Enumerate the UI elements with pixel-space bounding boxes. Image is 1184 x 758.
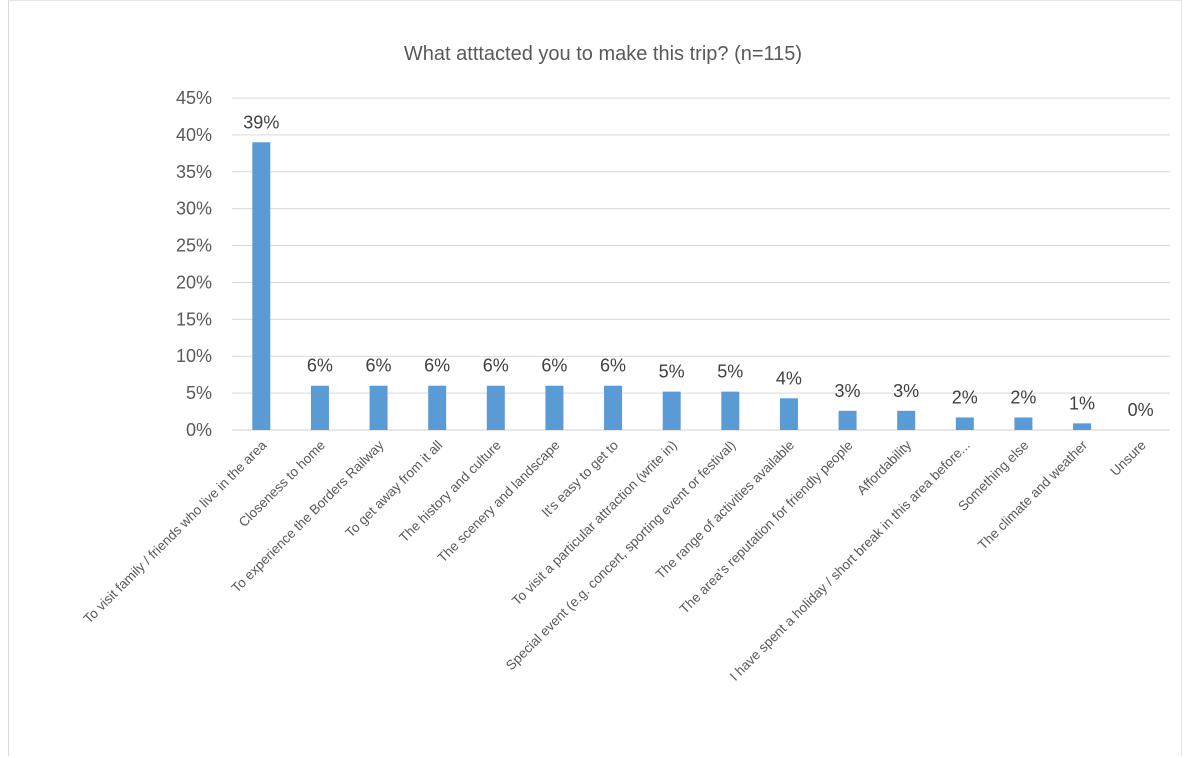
bar (310, 385, 329, 430)
x-category-label: The climate and weather (975, 437, 1090, 552)
bar (428, 385, 447, 430)
chart-frame (8, 0, 1182, 756)
bar (369, 385, 388, 430)
bar (545, 385, 564, 430)
y-tick-label: 45% (176, 88, 212, 108)
bar (604, 385, 623, 430)
data-label: 0% (1128, 400, 1154, 420)
y-tick-label: 20% (176, 272, 212, 292)
data-label: 6% (483, 356, 509, 376)
data-labels: 39% 6% 6% 6% 6% 6% 6% 5% 5% 4% 3% 3% 2% 2% 1% 0% (243, 112, 1153, 420)
x-category-label: To get away from it all (342, 438, 445, 541)
bar (662, 391, 681, 430)
y-tick-label: 5% (186, 383, 212, 403)
bar (721, 391, 740, 430)
data-label: 6% (366, 356, 392, 376)
data-label: 1% (1069, 393, 1095, 413)
y-tick-label: 0% (186, 420, 212, 440)
gridlines (232, 97, 1170, 431)
x-axis-category-labels: To visit family / friends who live in th… (81, 437, 1149, 684)
data-label: 6% (541, 356, 567, 376)
x-category-label: Unsure (1107, 438, 1148, 479)
bar (838, 410, 857, 430)
x-category-label: The history and culture (396, 438, 504, 546)
data-label: 2% (952, 387, 978, 407)
data-label: 3% (835, 381, 861, 401)
y-tick-label: 25% (176, 236, 212, 256)
y-tick-label: 35% (176, 162, 212, 182)
data-label: 3% (893, 381, 919, 401)
data-label: 2% (1010, 387, 1036, 407)
data-label: 39% (243, 112, 279, 132)
data-label: 5% (659, 362, 685, 382)
data-label: 4% (776, 368, 802, 388)
x-category-label: Special event (e.g. concert, sporting ev… (503, 438, 739, 674)
x-category-label: Affordability (854, 437, 914, 497)
bar (486, 385, 505, 430)
data-label: 6% (600, 356, 626, 376)
bar (955, 417, 974, 430)
y-axis-tick-labels: 0% 5% 10% 15% 20% 25% 30% 35% 40% 45% (176, 88, 212, 440)
y-tick-label: 15% (176, 309, 212, 329)
bar (779, 398, 798, 430)
y-tick-label: 30% (176, 199, 212, 219)
bar (252, 142, 271, 430)
data-label: 6% (307, 356, 333, 376)
chart-title: What atttacted you to make this trip? (n… (404, 43, 802, 65)
data-label: 6% (424, 356, 450, 376)
data-label: 5% (717, 362, 743, 382)
y-tick-label: 10% (176, 346, 212, 366)
y-tick-label: 40% (176, 125, 212, 145)
x-category-label: To visit family / friends who live in th… (81, 437, 270, 626)
bar (1073, 423, 1092, 430)
bar (897, 410, 916, 430)
bar (1014, 417, 1033, 430)
bars (252, 142, 1092, 430)
x-category-label: The scenery and landscape (435, 438, 563, 566)
